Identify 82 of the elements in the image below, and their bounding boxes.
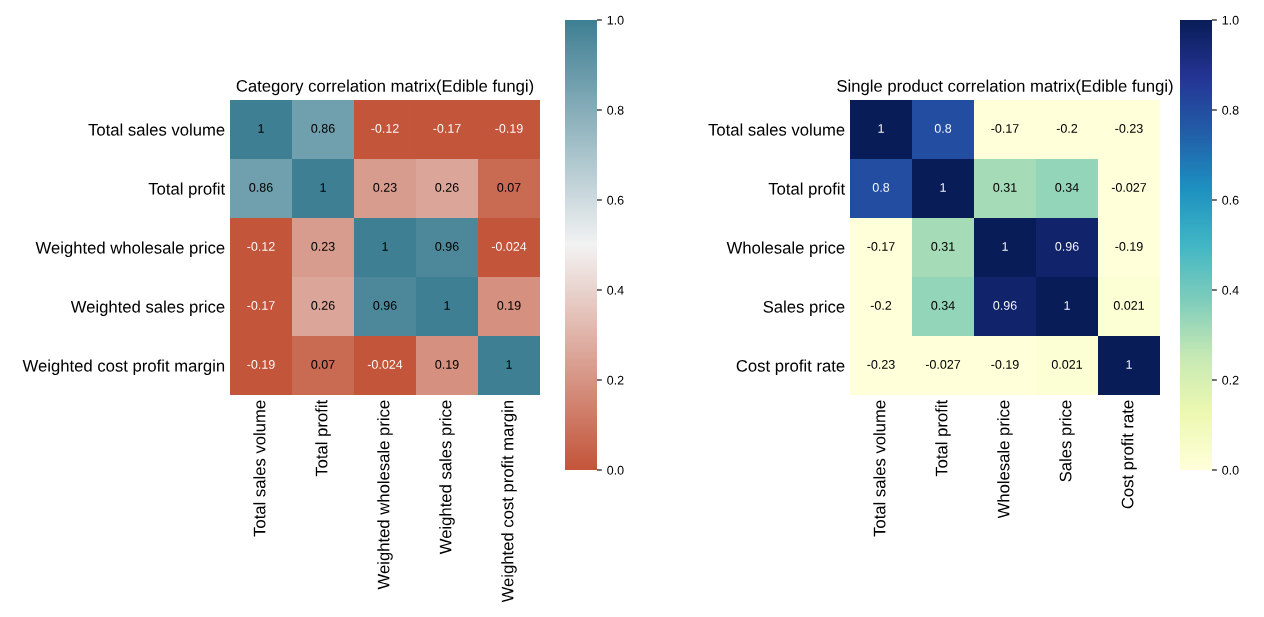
data-label: 0.96 (1055, 242, 1079, 251)
data-label: 0.96 (435, 242, 459, 251)
y-tick-label: Sales price (763, 300, 845, 316)
data-label: -0.12 (247, 242, 275, 251)
data-label: 0.021 (1113, 301, 1145, 310)
x-tick-label: Weighted cost profit margin (501, 400, 517, 603)
data-label: 0.19 (435, 360, 459, 369)
x-tick-label: Wholesale price (997, 400, 1013, 519)
data-label: 1 (878, 124, 884, 133)
data-label: -0.17 (991, 124, 1019, 133)
x-tick-label: Weighted sales price (439, 400, 455, 555)
y-tick-label: Total profit (148, 182, 226, 198)
y-tick-label: Wholesale price (726, 241, 845, 257)
chart-title: Single product correlation matrix(Edible fungi) (837, 79, 1173, 96)
color-bar-label: 0.2 (607, 375, 624, 385)
data-label: -0.19 (1115, 242, 1143, 251)
y-tick-label: Cost profit rate (736, 359, 845, 375)
y-tick-label: Total sales volume (708, 123, 845, 136)
data-label: 0.8 (872, 183, 890, 192)
color-bar-label: 0.0 (607, 465, 624, 475)
color-bar-label: 0.0 (1222, 465, 1239, 475)
data-label: 1 (1064, 301, 1070, 310)
data-label: 1 (258, 124, 264, 133)
x-tick-label: Total profit (935, 399, 951, 477)
color-bar-label: 1.0 (607, 15, 624, 25)
y-tick-label: Total profit (768, 182, 846, 198)
color-bar-label: 0.4 (1222, 285, 1239, 295)
x-tick-label: Weighted wholesale price (377, 400, 393, 590)
data-label: -0.19 (991, 360, 1019, 369)
color-bar-label: 0.4 (607, 285, 624, 295)
data-label: 0.86 (249, 183, 273, 192)
data-label: 0.23 (311, 242, 335, 251)
chart-title: Category correlation matrix(Edible fungi) (236, 79, 534, 96)
x-tick-label: Sales price (1059, 400, 1075, 482)
color-bar-label: 1.0 (1222, 15, 1239, 25)
data-label: 0.34 (1055, 183, 1079, 192)
color-bar-label: 0.6 (1222, 195, 1239, 205)
data-label: -0.23 (1115, 124, 1143, 133)
data-label: 1 (1002, 242, 1008, 251)
x-tick-label: Cost profit rate (1121, 400, 1137, 509)
color-bar-label: 0.6 (607, 195, 624, 205)
data-label: 0.31 (931, 242, 955, 251)
y-tick-label: Weighted cost profit margin (22, 359, 225, 375)
data-label: -0.027 (925, 360, 961, 369)
data-label: -0.17 (247, 301, 275, 310)
data-label: -0.024 (491, 242, 527, 251)
data-label: 1 (1126, 360, 1132, 369)
data-label: -0.19 (495, 124, 523, 133)
data-label: -0.2 (870, 301, 892, 310)
data-label: 0.07 (497, 183, 521, 192)
data-label: 0.26 (311, 301, 335, 310)
y-tick-label: Weighted wholesale price (35, 241, 225, 257)
y-tick-label: Weighted sales price (70, 300, 225, 316)
data-label: -0.2 (1056, 124, 1078, 133)
x-tick-label: Total profit (315, 399, 331, 477)
data-label: 1 (320, 183, 326, 192)
data-label: 0.34 (931, 301, 955, 310)
data-label: 0.07 (311, 360, 335, 369)
data-label: 1 (940, 183, 946, 192)
data-label: 1 (382, 242, 388, 251)
data-label: 0.19 (497, 301, 521, 310)
data-label: 0.96 (373, 301, 397, 310)
data-label: 0.021 (1051, 360, 1083, 369)
data-label: -0.23 (867, 360, 895, 369)
color-bar-label: 0.2 (1222, 375, 1239, 385)
data-label: -0.027 (1111, 183, 1147, 192)
data-label: -0.19 (247, 360, 275, 369)
data-label: 0.86 (311, 124, 335, 133)
data-label: 0.23 (373, 183, 397, 192)
y-tick-label: Total sales volume (88, 123, 225, 136)
data-label: 0.31 (993, 183, 1017, 192)
color-bar-label: 0.8 (1222, 105, 1239, 115)
data-label: -0.024 (367, 360, 403, 369)
data-label: 0.96 (993, 301, 1017, 310)
data-label: 1 (506, 360, 512, 369)
color-bar-label: 0.8 (607, 105, 624, 115)
data-label: -0.17 (867, 242, 895, 251)
data-label: 1 (444, 301, 450, 310)
data-label: -0.17 (433, 124, 461, 133)
data-label: 0.26 (435, 183, 459, 192)
data-label: 0.8 (934, 124, 952, 133)
data-label: -0.12 (371, 124, 399, 133)
